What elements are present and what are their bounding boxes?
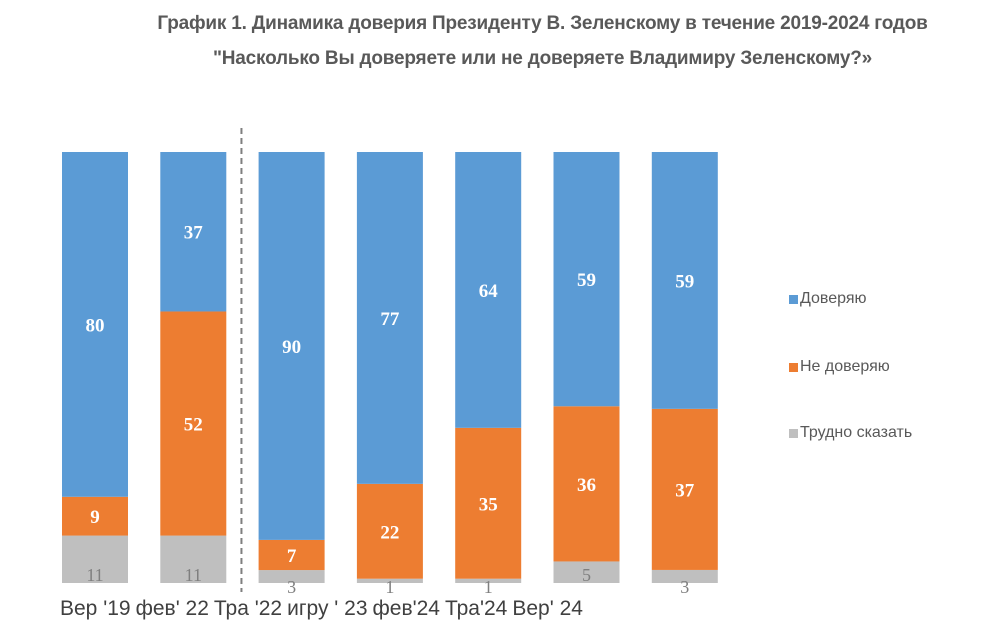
data-label: 90 [282, 337, 301, 358]
bar-segment [651, 152, 718, 409]
bar-segment [455, 427, 522, 579]
legend-swatch [789, 294, 798, 304]
data-label: 36 [577, 475, 596, 496]
chart-title: График 1. Динамика доверия Президенту В.… [157, 13, 928, 34]
data-label: 59 [577, 270, 596, 291]
x-tick-label: Вер' 24 [512, 597, 583, 620]
data-label: 37 [184, 223, 204, 244]
data-label: 35 [479, 494, 498, 515]
x-axis-labels: Вер '19 фев' 22 Тра '22 игру ' 23 фев'24 Тра'… [60, 597, 588, 621]
data-label: 11 [185, 565, 202, 585]
bar-segment [62, 496, 128, 536]
data-label: 5 [582, 565, 591, 585]
bar-segment [160, 152, 227, 312]
bar-segment [553, 152, 620, 407]
bar-segment [553, 406, 620, 562]
data-label: 64 [479, 281, 499, 302]
x-tick-label: фев' 22 [135, 597, 209, 620]
data-label: 3 [680, 577, 689, 597]
legend-label: Не доверяю [800, 358, 890, 375]
legend-item-hard-to-say: Трудно сказать [789, 424, 912, 442]
data-label: 1 [385, 577, 394, 597]
bar-segment [455, 152, 522, 428]
legend-swatch [789, 428, 798, 438]
bar-segment [160, 311, 227, 536]
data-label: 77 [380, 309, 400, 330]
bar-segment [62, 535, 128, 583]
legend-label: Доверяю [800, 290, 867, 307]
bar-segment [62, 152, 128, 497]
legend-swatch [789, 362, 798, 372]
data-label: 59 [675, 271, 694, 292]
x-tick-label: Тра '22 [213, 597, 283, 620]
data-label: 80 [86, 315, 105, 336]
x-tick-label: Тра'24 [444, 597, 508, 620]
bar-segment [258, 539, 325, 571]
bar-segment [651, 569, 718, 583]
bar-segment [356, 152, 423, 484]
data-label: 1 [484, 577, 493, 597]
x-tick-label: фев'24 [372, 597, 440, 620]
bar-segment [160, 535, 227, 583]
bar-segment [258, 570, 325, 583]
data-label: 7 [287, 546, 297, 567]
x-tick-label: Вер '19 [60, 597, 131, 620]
bar-segment [356, 483, 423, 579]
legend-label: Трудно сказать [800, 424, 913, 441]
data-label: 37 [675, 480, 695, 501]
data-label: 52 [184, 415, 203, 436]
data-label: 9 [90, 507, 100, 528]
bar-segment [553, 561, 620, 583]
legend-item-distrust: Не доверяю [789, 358, 890, 376]
bar-segment [356, 578, 423, 583]
legend-item-trust: Доверяю [789, 290, 867, 308]
data-label: 3 [287, 577, 296, 597]
bar-segment [651, 408, 718, 570]
x-tick-label: игру ' 23 [287, 597, 368, 620]
chart-subtitle: "Насколько Вы доверяете или не доверяете… [212, 48, 873, 69]
bar-segment [455, 578, 522, 583]
data-label: 11 [86, 565, 103, 585]
bar-segment [258, 152, 325, 540]
data-label: 22 [380, 522, 399, 543]
